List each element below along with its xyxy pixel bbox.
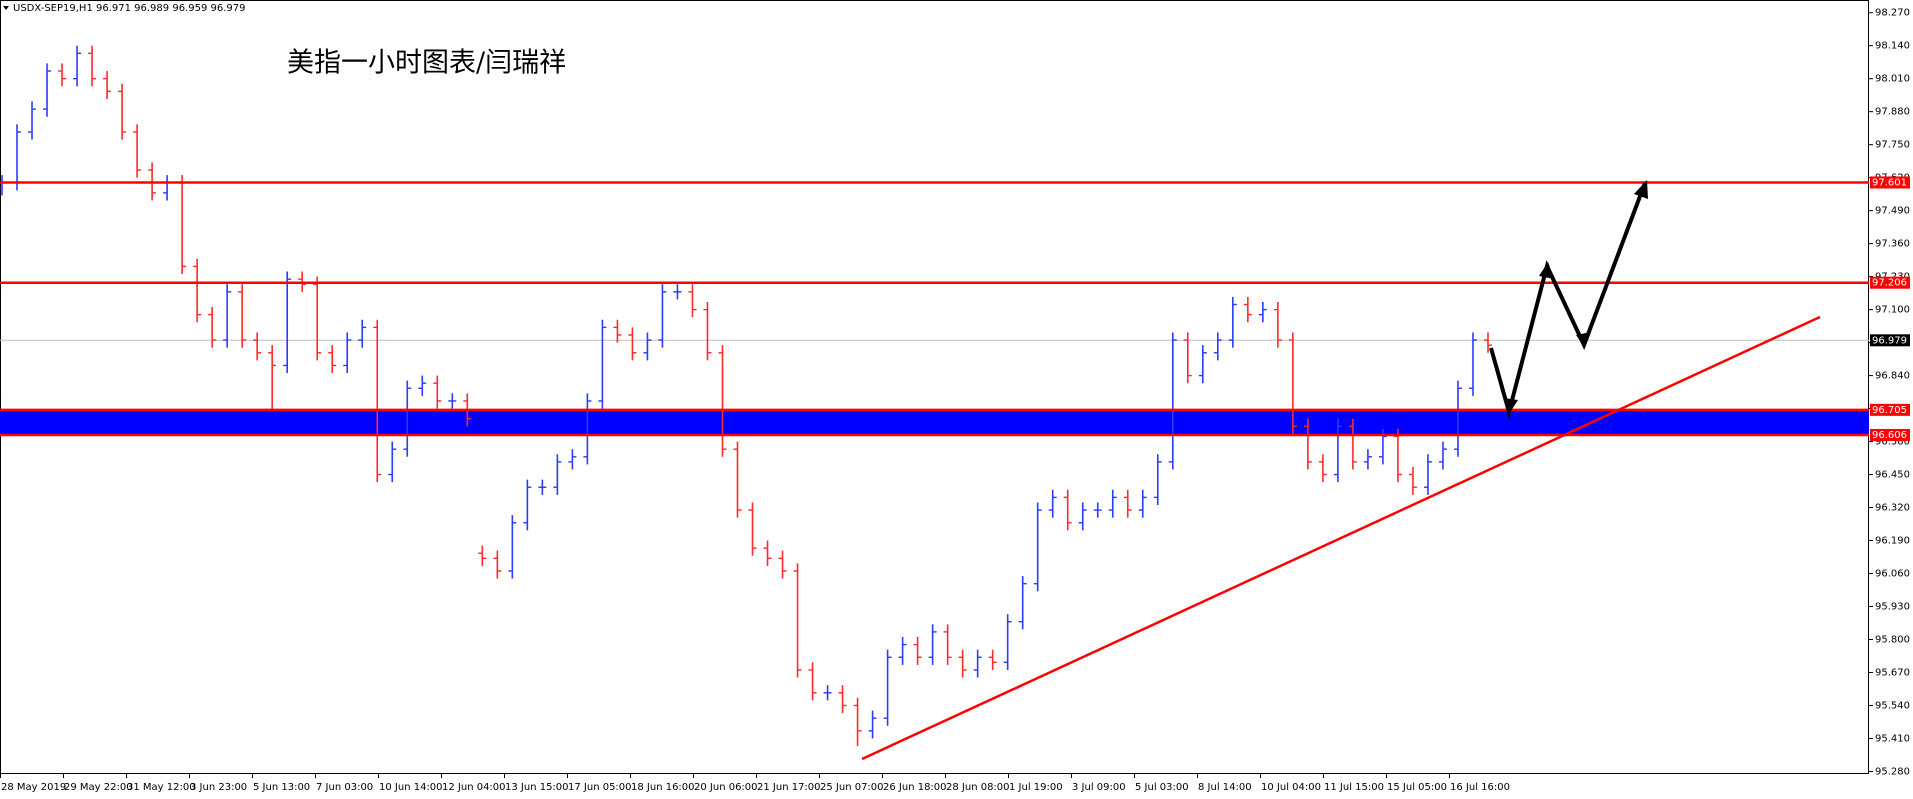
- x-tick-label: 8 Jul 14:00: [1198, 782, 1252, 793]
- last-price-label: 96.979: [1872, 335, 1907, 346]
- y-tick-label: 95.280: [1875, 766, 1910, 777]
- x-tick-label: 29 May 22:00: [64, 782, 133, 793]
- level-label-box: [1870, 276, 1910, 289]
- symbol-header: USDX-SEP19,H1 96.971 96.989 96.959 96.97…: [13, 3, 246, 14]
- y-tick-label: 97.490: [1875, 206, 1910, 217]
- y-tick-label: 97.880: [1875, 107, 1910, 118]
- support-band: [0, 409, 1869, 435]
- x-tick-label: 18 Jun 16:00: [631, 782, 695, 793]
- level-label: 97.601: [1872, 177, 1907, 188]
- y-tick-label: 98.010: [1875, 74, 1910, 85]
- arrow-head: [1503, 398, 1518, 414]
- y-tick-label: 95.800: [1875, 635, 1910, 646]
- x-tick-label: 20 Jun 06:00: [694, 782, 758, 793]
- x-tick-label: 13 Jun 15:00: [505, 782, 569, 793]
- level-label-box: [1870, 428, 1910, 441]
- level-label-box: [1870, 403, 1910, 416]
- trend-line: [861, 315, 1821, 761]
- y-tick-label: 96.320: [1875, 503, 1910, 514]
- x-tick-label: 12 Jun 04:00: [442, 782, 506, 793]
- y-tick-label: 95.540: [1875, 700, 1910, 711]
- x-tick-label: 17 Jun 05:00: [568, 782, 632, 793]
- y-tick-label: 95.930: [1875, 602, 1910, 613]
- x-tick-label: 28 Jun 08:00: [946, 782, 1010, 793]
- x-tick-label: 21 Jun 17:00: [757, 782, 821, 793]
- x-tick-label: 25 Jun 07:00: [820, 782, 884, 793]
- x-tick-label: 31 May 12:00: [127, 782, 196, 793]
- chart-title: 美指一小时图表/闫瑞祥: [287, 48, 566, 79]
- menu-triangle: [3, 6, 9, 10]
- x-tick-label: 28 May 2019: [1, 782, 66, 793]
- y-tick-label: 95.410: [1875, 733, 1910, 744]
- y-tick-label: 97.360: [1875, 239, 1910, 250]
- y-tick-label: 96.190: [1875, 536, 1910, 547]
- level-label: 96.705: [1872, 405, 1907, 416]
- x-tick-label: 26 Jun 18:00: [883, 782, 947, 793]
- plot-frame: [0, 0, 1869, 774]
- y-tick-label: 95.670: [1875, 667, 1910, 678]
- y-tick-label: 97.100: [1875, 305, 1910, 316]
- x-tick-label: 3 Jul 09:00: [1072, 782, 1126, 793]
- level-label: 96.606: [1872, 430, 1907, 441]
- x-tick-label: 1 Jul 19:00: [1009, 782, 1063, 793]
- last-price-box: [1870, 334, 1910, 347]
- x-tick-label: 11 Jul 15:00: [1324, 782, 1384, 793]
- y-tick-label: 96.060: [1875, 569, 1910, 580]
- x-tick-label: 7 Jun 03:00: [316, 782, 373, 793]
- x-tick-label: 16 Jul 16:00: [1450, 782, 1510, 793]
- y-tick-label: 96.840: [1875, 371, 1910, 382]
- y-tick-label: 98.270: [1875, 8, 1910, 19]
- x-tick-label: 5 Jun 13:00: [253, 782, 310, 793]
- arrow-head: [1539, 262, 1554, 279]
- y-tick-label: 96.580: [1875, 437, 1910, 448]
- y-tick-label: 96.450: [1875, 470, 1910, 481]
- x-tick-label: 3 Jun 23:00: [190, 782, 247, 793]
- plot-layer: [0, 45, 1869, 747]
- x-tick-label: 10 Jun 14:00: [379, 782, 443, 793]
- x-tick-label: 5 Jul 03:00: [1135, 782, 1189, 793]
- y-tick-label: 97.750: [1875, 140, 1910, 151]
- x-tick-label: 15 Jul 05:00: [1387, 782, 1447, 793]
- level-label-box: [1870, 176, 1910, 189]
- axis-layer: 98.27098.14098.01097.88097.75097.62097.4…: [0, 8, 1910, 793]
- arrow-head: [1576, 332, 1591, 348]
- y-tick-label: 98.140: [1875, 41, 1910, 52]
- level-label: 97.206: [1872, 278, 1907, 289]
- x-tick-label: 10 Jul 04:00: [1261, 782, 1321, 793]
- arrow-head: [1634, 180, 1648, 199]
